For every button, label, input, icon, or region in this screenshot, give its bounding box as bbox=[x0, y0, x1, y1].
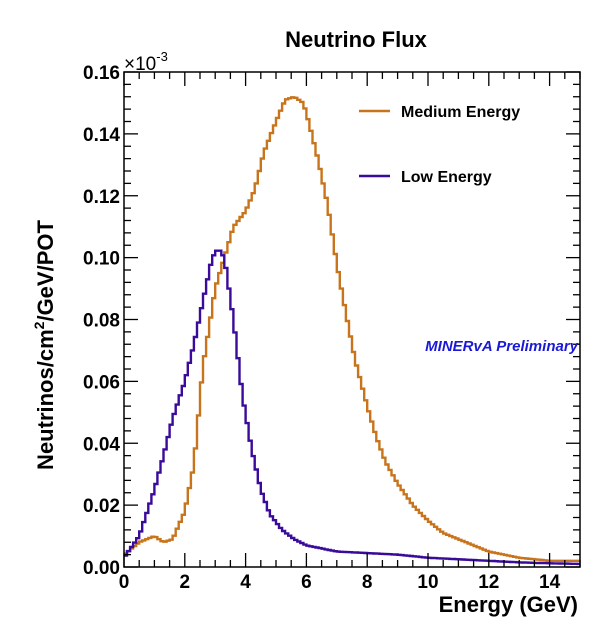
x-tick-label: 14 bbox=[539, 572, 561, 593]
x-axis-label: Energy (GeV) bbox=[439, 592, 578, 617]
y-tick-label: 0.16 bbox=[83, 63, 120, 84]
plot-frame bbox=[123, 71, 581, 568]
y-tick-label: 0.04 bbox=[83, 434, 120, 455]
x-tick-label: 6 bbox=[301, 572, 312, 593]
y-multiplier-exp: -3 bbox=[156, 49, 168, 64]
y-axis-label-rest: /GeV/POT bbox=[33, 220, 58, 322]
y-tick-label: 0.06 bbox=[83, 372, 120, 393]
y-tick-label: 0.10 bbox=[83, 249, 120, 270]
series-line-low-energy bbox=[124, 249, 580, 566]
x-tick-label: 8 bbox=[362, 572, 373, 593]
y-tick-label: 0.08 bbox=[83, 311, 120, 332]
y-multiplier: ×10-3 bbox=[124, 49, 168, 75]
x-tick-label: 4 bbox=[240, 572, 251, 593]
y-axis-label-sup: 2 bbox=[31, 321, 47, 329]
x-tick-label: 0 bbox=[119, 572, 130, 593]
preliminary-annotation: MINERvA Preliminary bbox=[425, 338, 578, 355]
y-tick-label: 0.02 bbox=[83, 496, 120, 517]
y-tick-label: 0.12 bbox=[83, 187, 120, 208]
y-tick-label: 0.14 bbox=[83, 125, 120, 146]
x-tick-label: 10 bbox=[417, 572, 438, 593]
y-multiplier-base: ×10 bbox=[124, 54, 156, 75]
x-tick-label: 2 bbox=[180, 572, 191, 593]
y-axis-label-main: Neutrinos/cm bbox=[33, 329, 58, 470]
y-axis-label: Neutrinos/cm2/GeV/POT bbox=[31, 220, 58, 470]
y-tick-label: 0.00 bbox=[83, 558, 120, 579]
x-tick-label: 12 bbox=[478, 572, 499, 593]
chart-title: Neutrino Flux bbox=[285, 27, 428, 52]
series-line-medium-energy bbox=[124, 96, 580, 562]
legend-label-medium-energy: Medium Energy bbox=[401, 104, 520, 121]
legend-label-low-energy: Low Energy bbox=[401, 169, 492, 186]
